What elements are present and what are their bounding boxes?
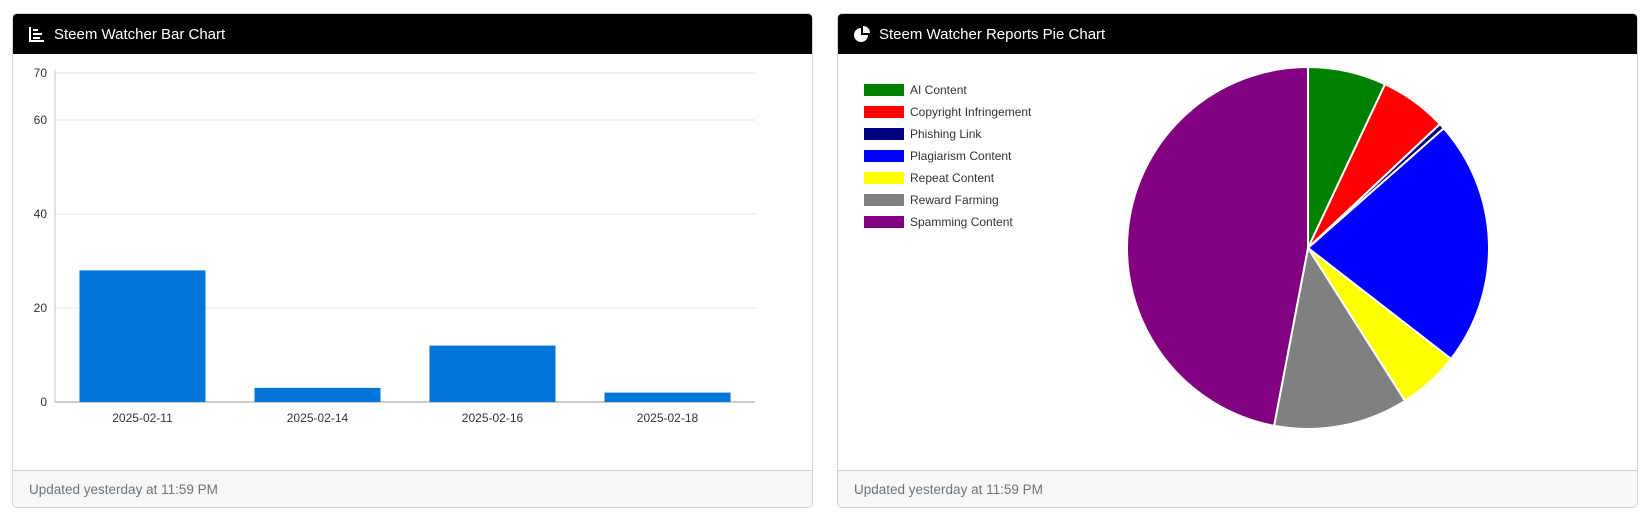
pie-slice[interactable] xyxy=(1306,126,1490,361)
legend-item[interactable]: Copyright Infringement xyxy=(864,101,1031,123)
legend-item[interactable]: Repeat Content xyxy=(864,167,1031,189)
legend-label: Plagiarism Content xyxy=(910,149,1012,163)
bar[interactable] xyxy=(604,392,731,402)
bar-chart-card: Steem Watcher Bar Chart 0 20 40 60 70 2025-02… xyxy=(12,13,813,508)
bar[interactable] xyxy=(254,387,381,402)
y-tick-label: 0 xyxy=(40,395,47,409)
legend-swatch xyxy=(864,194,904,206)
legend-swatch xyxy=(864,216,904,228)
bar[interactable] xyxy=(429,345,556,402)
bar-chart-card-header: Steem Watcher Bar Chart xyxy=(13,14,812,54)
legend-swatch xyxy=(864,84,904,96)
legend-swatch xyxy=(864,128,904,140)
pie-slice[interactable] xyxy=(1272,245,1407,430)
pie-chart xyxy=(1126,65,1490,430)
bar-chart: 0 20 40 60 70 2025-02-11 2025-02-14 2025-02-16 2… xyxy=(34,66,755,425)
bar-chart-icon xyxy=(29,26,45,42)
pie-chart-icon xyxy=(854,26,870,42)
pie-chart-footer: Updated yesterday at 11:59 PM xyxy=(838,470,1637,507)
bar-chart-footer: Updated yesterday at 11:59 PM xyxy=(13,470,812,507)
x-tick-label: 2025-02-18 xyxy=(637,411,699,425)
y-tick-label: 20 xyxy=(34,301,48,315)
pie-chart-card: Steem Watcher Reports Pie Chart AI Conte… xyxy=(837,13,1638,508)
x-tick-label: 2025-02-11 xyxy=(112,411,173,425)
pie-chart-title: Steem Watcher Reports Pie Chart xyxy=(879,25,1106,43)
legend-item[interactable]: Spamming Content xyxy=(864,211,1031,233)
y-tick-label: 70 xyxy=(34,66,48,80)
legend-swatch xyxy=(864,172,904,184)
legend-item[interactable]: Phishing Link xyxy=(864,123,1031,145)
legend-item[interactable]: Reward Farming xyxy=(864,189,1031,211)
x-tick-label: 2025-02-14 xyxy=(287,411,349,425)
y-tick-label: 40 xyxy=(34,207,48,221)
legend-swatch xyxy=(864,106,904,118)
legend-label: Phishing Link xyxy=(910,127,982,141)
legend-label: Copyright Infringement xyxy=(910,105,1032,119)
pie-chart-legend: AI Content Copyright Infringement Phishing… xyxy=(864,79,1031,233)
legend-swatch xyxy=(864,150,904,162)
x-tick-label: 2025-02-16 xyxy=(462,411,524,425)
bar[interactable] xyxy=(79,270,206,402)
legend-label: Spamming Content xyxy=(910,215,1013,229)
legend-label: AI Content xyxy=(910,83,967,97)
legend-label: Repeat Content xyxy=(910,171,995,185)
bar-chart-title: Steem Watcher Bar Chart xyxy=(54,25,226,43)
legend-item[interactable]: AI Content xyxy=(864,79,1031,101)
pie-chart-card-header: Steem Watcher Reports Pie Chart xyxy=(838,14,1637,54)
legend-label: Reward Farming xyxy=(910,193,999,207)
y-tick-label: 60 xyxy=(34,113,48,127)
pie-slice[interactable] xyxy=(1126,65,1309,427)
legend-item[interactable]: Plagiarism Content xyxy=(864,145,1031,167)
